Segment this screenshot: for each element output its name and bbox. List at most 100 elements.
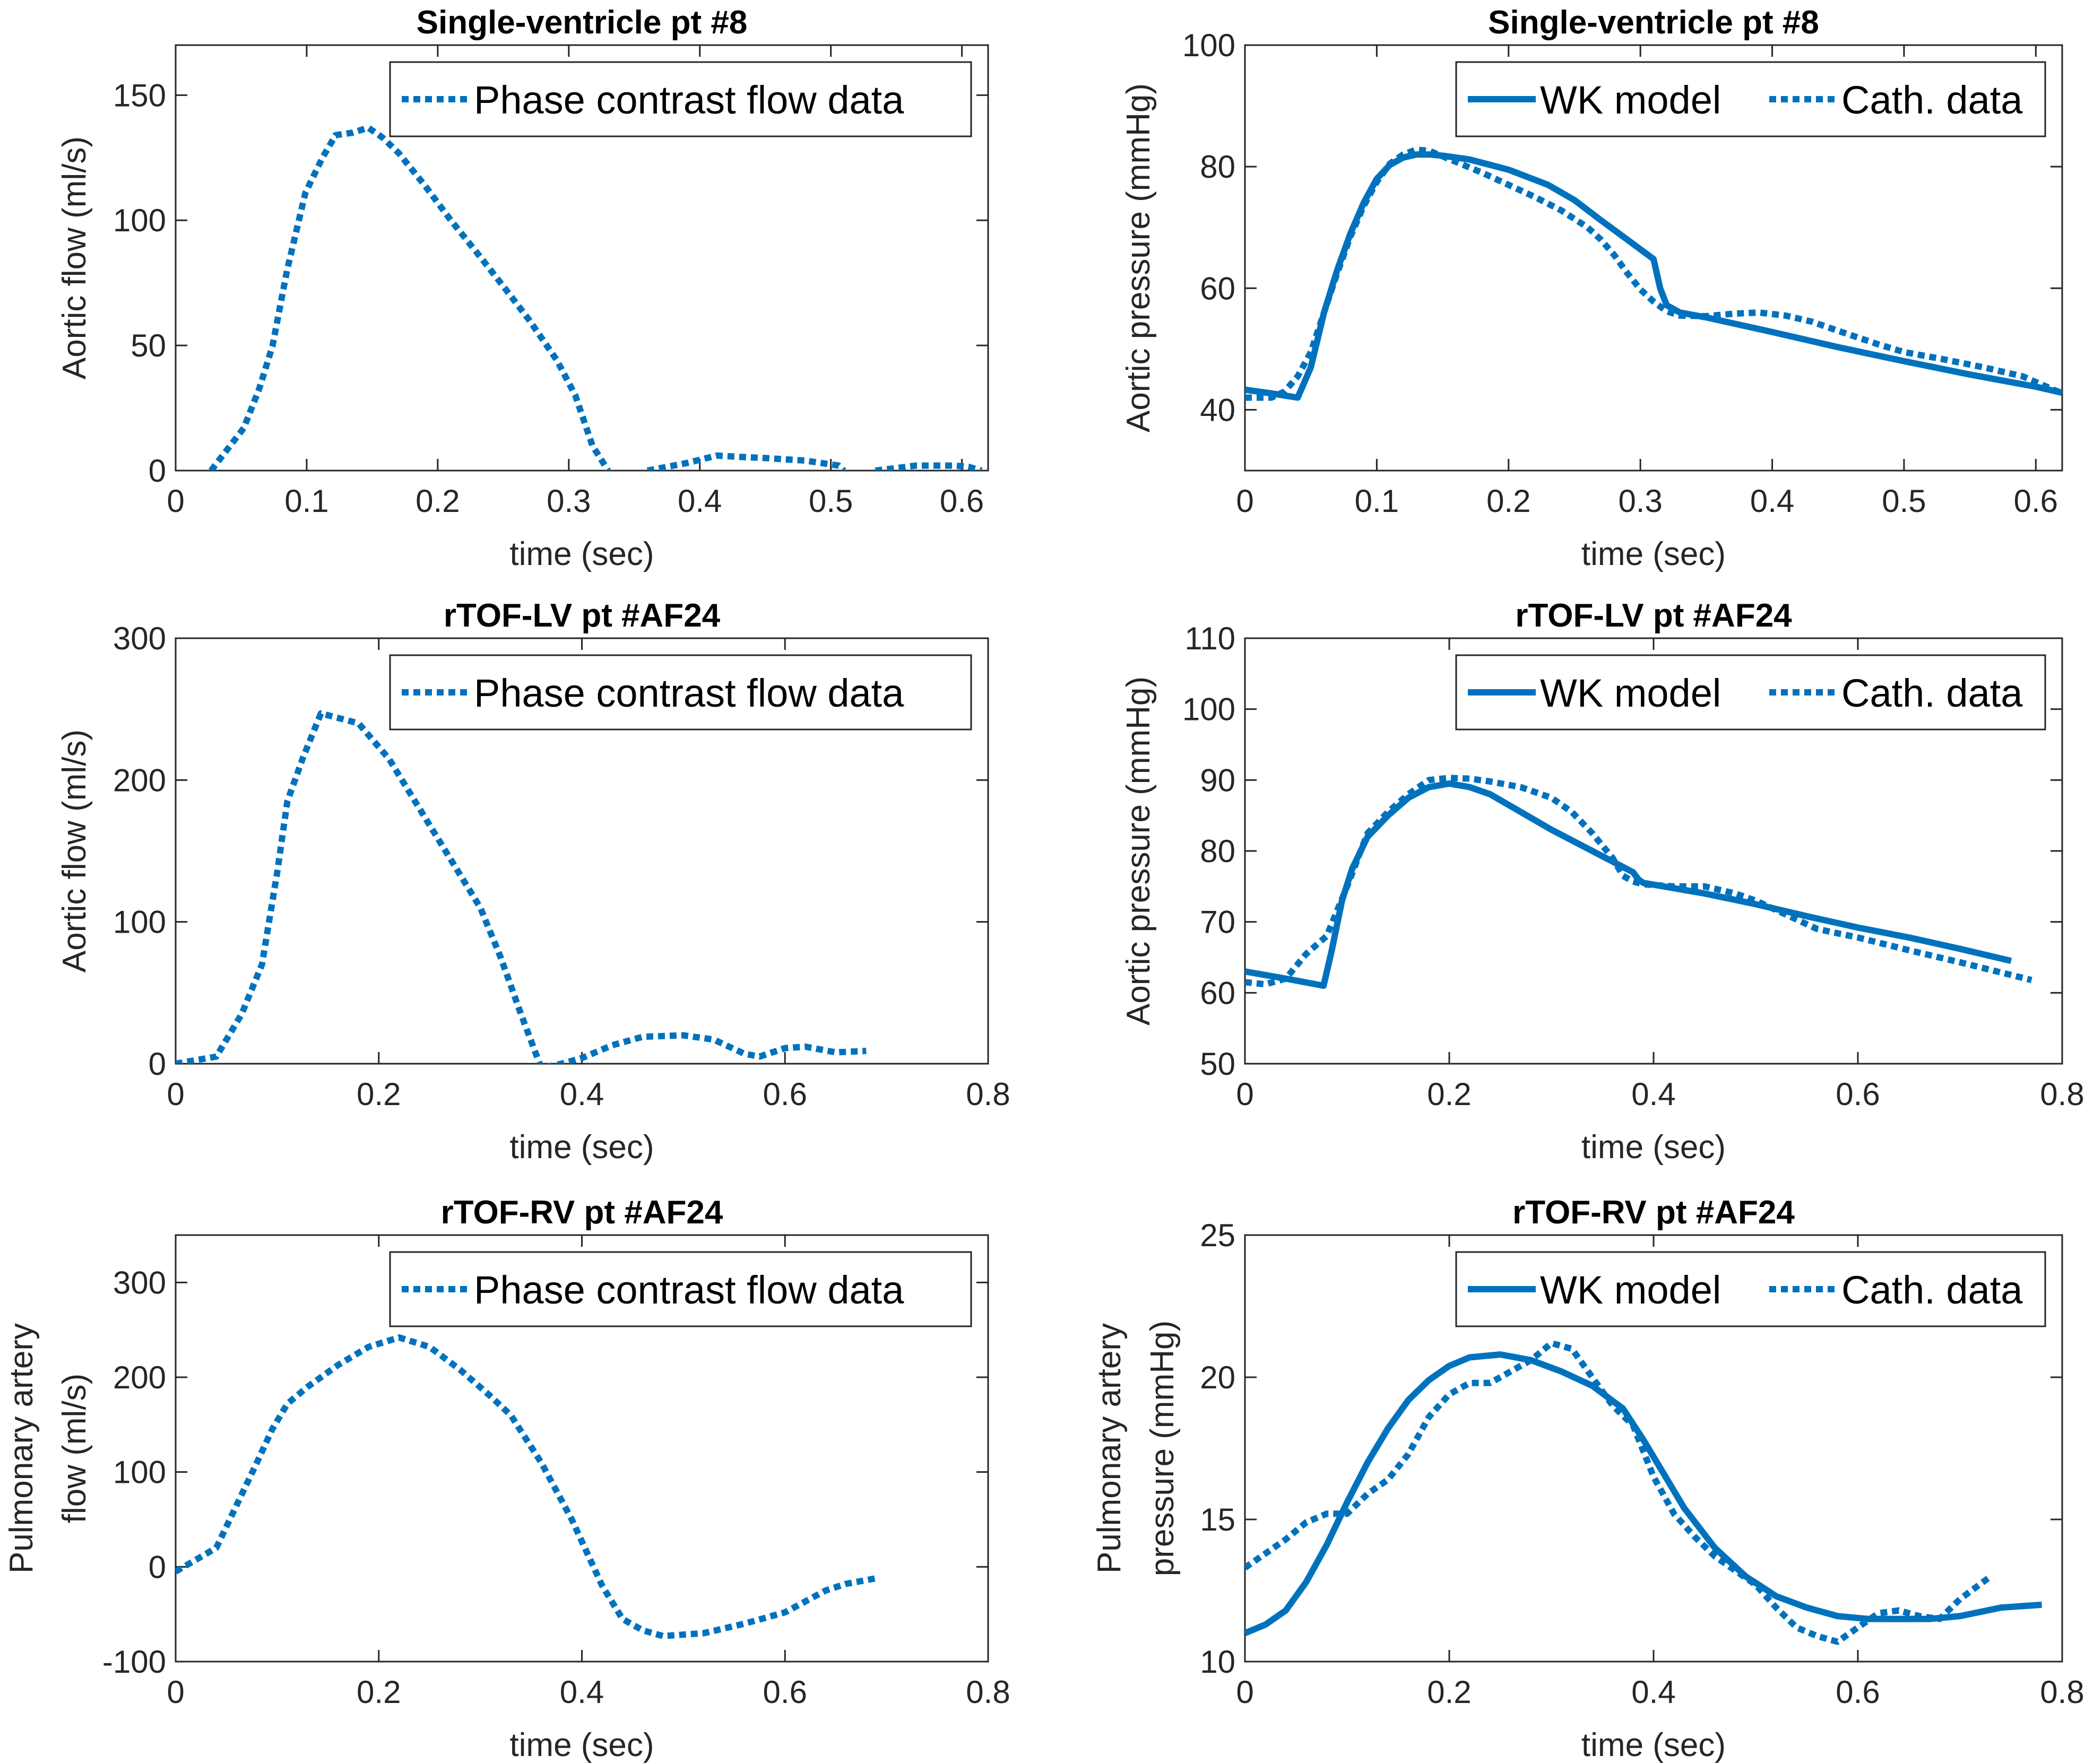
x-tick-label: 0.6 [1836,1076,1880,1112]
x-tick-label: 0.1 [1355,483,1399,519]
x-axis-label: time (sec) [1581,536,1726,572]
x-tick-label: 0.3 [547,483,591,519]
x-axis-label: time (sec) [1581,1727,1726,1763]
x-tick-label: 0.4 [560,1674,604,1710]
y-axis-label: Aortic pressure (mmHg) [1120,676,1157,1026]
legend: Phase contrast flow data [389,61,972,137]
x-tick-label: 0.4 [1631,1076,1675,1112]
axes-box [175,44,989,472]
y-axis-label: Pulmonary artery [3,1323,40,1574]
x-tick-label: 0.4 [678,483,722,519]
panel-p2: Single-ventricle pt #8 0 0.1 0.2 0.3 0.4 0.5 0.… [1120,4,2063,572]
chart-title: rTOF-RV pt #AF24 [441,1194,723,1231]
y-tick-label: 20 [1200,1360,1235,1395]
y-tick-label: 80 [1200,833,1235,869]
x-tick-label: 0.8 [966,1076,1010,1112]
x-tick-label: 0.8 [2040,1674,2084,1710]
x-tick-label: 0 [167,1076,184,1112]
x-tick-label: 0.6 [763,1674,807,1710]
y-tick-label: 300 [113,1265,166,1300]
y-tick-label: 200 [113,1360,166,1395]
y-tick-label: 200 [113,762,166,798]
x-tick-label: 0.4 [560,1076,604,1112]
chart-title: rTOF-LV pt #AF24 [444,597,721,634]
x-tick-label: 0.5 [809,483,853,519]
x-tick-label: 0.8 [966,1674,1010,1710]
legend-box [389,654,972,731]
y-tick-label: 100 [1182,692,1235,727]
y-axis-label: flow (ml/s) [56,1374,93,1523]
legend-label: WK model [1540,1268,1721,1312]
x-tick-label: 0.8 [2040,1076,2084,1112]
panel-p6: rTOF-RV pt #AF24 0 0.2 0.4 0.6 0.8 10 15 20 25 tim… [1091,1194,2084,1763]
y-tick-label: 0 [149,1549,166,1585]
y-tick-label: 0 [149,453,166,489]
y-tick-label: 40 [1200,392,1235,428]
x-tick-label: 0.3 [1618,483,1662,519]
series-line-phase-contrast-flow-data [176,710,867,1064]
y-tick-label: 80 [1200,149,1235,185]
x-axis-label: time (sec) [509,536,654,572]
series-line-phase-contrast-flow-data [176,1334,877,1639]
y-tick-label: 10 [1200,1644,1235,1680]
y-axis-label: Pulmonary artery [1091,1323,1128,1574]
x-tick-label: 0.6 [2014,483,2058,519]
series-line-wk-model [1245,1351,2042,1636]
legend-label: WK model [1540,671,1721,715]
chart-title: rTOF-RV pt #AF24 [1512,1194,1795,1231]
x-tick-label: 0.2 [1486,483,1530,519]
legend-label: Cath. data [1841,78,2023,122]
y-axis-label: Aortic flow (ml/s) [56,729,93,972]
x-tick-label: 0.6 [1836,1674,1880,1710]
legend-box [389,61,972,137]
series-line-phase-contrast-flow-data [875,462,983,471]
y-tick-label: 60 [1200,271,1235,306]
x-tick-label: 0.2 [357,1076,401,1112]
y-tick-label: 100 [1182,28,1235,63]
x-axis-label: time (sec) [1581,1129,1726,1166]
y-tick-label: 50 [1200,1046,1235,1082]
series-line-cath-data [1245,775,2032,988]
y-tick-label: 300 [113,621,166,656]
panel-p4: rTOF-LV pt #AF24 0 0.2 0.4 0.6 0.8 50 60 70 80 90 1… [1120,597,2084,1166]
y-axis-label: Aortic flow (ml/s) [56,136,93,379]
legend-box [1455,61,2046,137]
legend-label: Cath. data [1841,671,2023,715]
panels: Single-ventricle pt #8 0 0.1 0.2 0.3 0.4 0.5 0.… [3,4,2084,1763]
legend: WK model Cath. data [1455,61,2046,137]
legend: Phase contrast flow data [389,1251,972,1327]
legend-box [1455,1251,2046,1327]
y-tick-label: 150 [113,77,166,113]
x-tick-label: 0 [1236,1076,1253,1112]
y-tick-label: 25 [1200,1218,1235,1253]
legend-box [389,1251,972,1327]
x-tick-label: 0.2 [357,1674,401,1710]
x-axis-label: time (sec) [509,1727,654,1763]
x-tick-label: 0.2 [1427,1076,1471,1112]
chart-title: Single-ventricle pt #8 [417,4,748,41]
y-tick-label: 100 [113,905,166,940]
x-tick-label: 0 [1236,483,1253,519]
chart-title: Single-ventricle pt #8 [1488,4,1819,41]
series-line-wk-model [1245,151,2062,401]
x-tick-label: 0.5 [1882,483,1926,519]
y-tick-label: -100 [102,1644,166,1680]
x-tick-label: 0.6 [940,483,984,519]
y-tick-label: 100 [113,1455,166,1490]
x-tick-label: 0.6 [763,1076,807,1112]
panel-p1: Single-ventricle pt #8 0 0.1 0.2 0.3 0.4 0.5 0.… [56,4,989,572]
series-line-phase-contrast-flow-data [646,452,846,471]
x-tick-label: 0.2 [416,483,460,519]
y-axis-label: Aortic pressure (mmHg) [1120,83,1157,432]
legend-label: Phase contrast flow data [474,1268,904,1312]
x-tick-label: 0.1 [284,483,328,519]
x-tick-label: 0 [167,1674,184,1710]
legend-label: Phase contrast flow data [474,671,904,715]
y-tick-label: 50 [131,328,166,363]
y-tick-label: 90 [1200,762,1235,798]
legend-label: Phase contrast flow data [474,78,904,122]
y-tick-label: 100 [113,203,166,238]
